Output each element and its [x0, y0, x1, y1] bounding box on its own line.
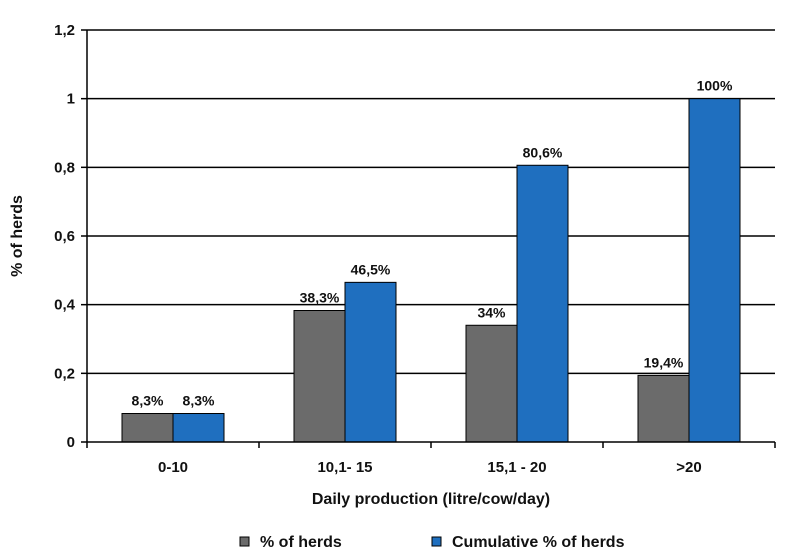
- data-label: 80,6%: [523, 144, 563, 160]
- y-axis-ticks: 0 0,2 0,4 0,6 0,8 1 1,2: [54, 22, 87, 451]
- data-label: 19,4%: [644, 354, 684, 370]
- legend-swatch-cumulative: [431, 536, 442, 547]
- x-tick-label: >20: [676, 459, 701, 476]
- y-tick-label: 0,4: [54, 297, 76, 314]
- bar-herds-2: [465, 324, 518, 443]
- y-tick-label: 0,2: [54, 365, 75, 382]
- bar-cumulative-1: [344, 281, 397, 443]
- data-label: 8,3%: [183, 393, 215, 409]
- data-label: 34%: [477, 304, 506, 320]
- legend-label-cumulative: Cumulative % of herds: [452, 534, 625, 551]
- y-axis-title: % of herds: [9, 195, 26, 277]
- gridlines: [87, 29, 775, 375]
- bar-cumulative-3: [688, 98, 741, 443]
- legend-swatch-herds: [239, 536, 250, 547]
- data-label: 100%: [697, 78, 733, 94]
- bar-cumulative-0: [172, 413, 225, 443]
- bar-herds-3: [637, 374, 690, 443]
- data-labels: 8,3% 8,3% 38,3% 46,5% 34% 80,6% 19,4% 100%: [132, 78, 733, 409]
- legend-label-herds: % of herds: [260, 534, 342, 551]
- x-tick-label: 15,1 - 20: [487, 459, 546, 476]
- y-tick-label: 1: [67, 91, 75, 108]
- legend: % of herds Cumulative % of herds: [239, 534, 625, 551]
- x-axis-ticks: 0-10 10,1- 15 15,1 - 20 >20: [158, 442, 776, 476]
- bar-cumulative-2: [516, 164, 569, 443]
- bar-herds-1: [293, 310, 346, 443]
- x-axis-title: Daily production (litre/cow/day): [312, 491, 550, 508]
- data-label: 38,3%: [300, 290, 340, 306]
- data-label: 46,5%: [351, 261, 391, 277]
- y-tick-label: 1,2: [54, 22, 75, 39]
- data-label: 8,3%: [132, 393, 164, 409]
- x-tick-label: 10,1- 15: [317, 459, 372, 476]
- y-tick-label: 0: [67, 434, 75, 451]
- bars: [121, 98, 741, 443]
- bar-herds-0: [121, 413, 174, 443]
- y-tick-label: 0,6: [54, 228, 75, 245]
- y-tick-label: 0,8: [54, 159, 75, 176]
- x-tick-label: 0-10: [158, 459, 188, 476]
